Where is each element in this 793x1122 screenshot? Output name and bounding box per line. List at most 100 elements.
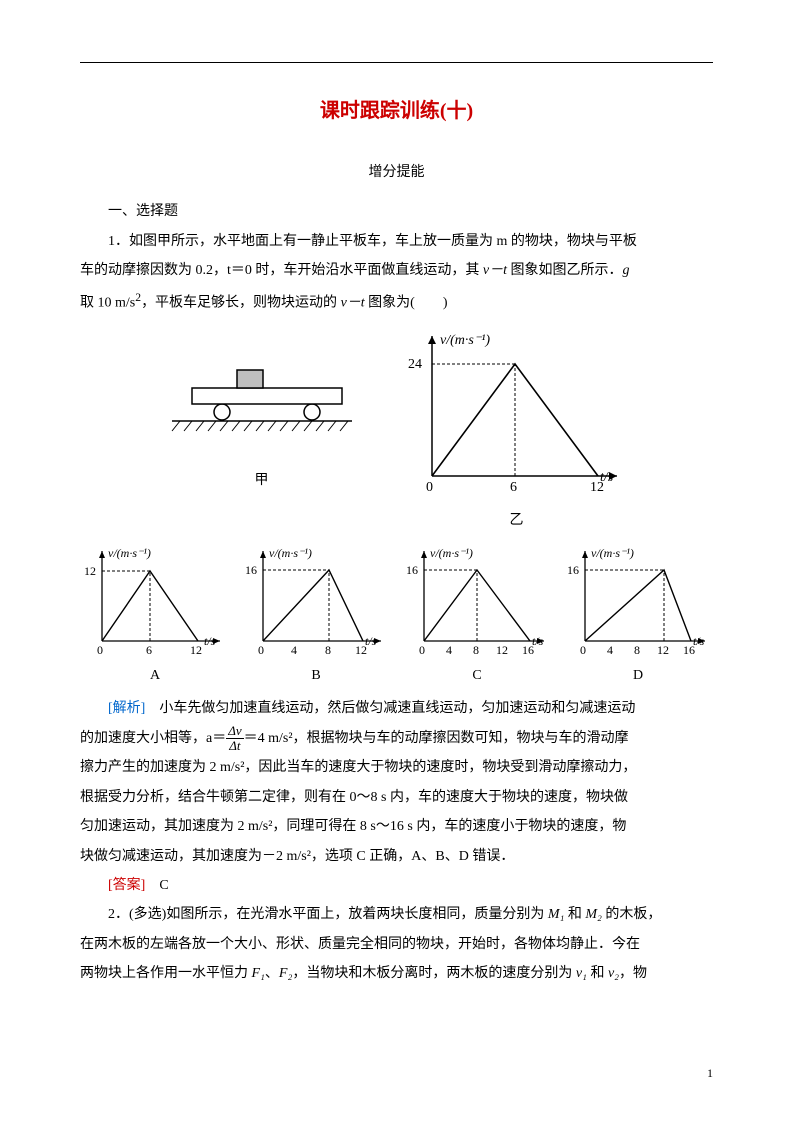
xtick: 6 bbox=[510, 480, 517, 495]
svg-text:v/(m·s⁻¹): v/(m·s⁻¹) bbox=[591, 546, 634, 560]
analysis-line: 匀加速运动，其加速度为 2 m/s²，同理可得在 8 s～16 s 内，车的速度… bbox=[80, 812, 713, 841]
svg-text:4: 4 bbox=[607, 643, 613, 657]
analysis-head: [解析] bbox=[108, 701, 145, 716]
q2-text: ，当物块和木板分离时，两木板的速度分别为 bbox=[292, 966, 576, 981]
fraction: ΔvΔt bbox=[226, 724, 243, 754]
analysis-line: 块做匀减速运动，其加速度为－2 m/s²，选项 C 正确，A、B、D 错误． bbox=[80, 842, 713, 871]
answer-line: [答案] C bbox=[80, 871, 713, 900]
q2-text: 和 bbox=[564, 907, 585, 922]
svg-text:0: 0 bbox=[258, 643, 264, 657]
sym: M₂ bbox=[585, 907, 602, 922]
q1-text: ，平板车足够长，则物块运动的 bbox=[141, 295, 341, 310]
svg-text:4: 4 bbox=[446, 643, 452, 657]
svg-text:12: 12 bbox=[496, 643, 508, 657]
sym: v₁ bbox=[576, 966, 587, 981]
q2-line3: 两物块上各作用一水平恒力 F₁、F₂，当物块和木板分离时，两木板的速度分别为 v… bbox=[80, 959, 713, 988]
svg-text:6: 6 bbox=[146, 643, 152, 657]
svg-text:12: 12 bbox=[657, 643, 669, 657]
sym: v₂ bbox=[608, 966, 619, 981]
ylabel: v/(m·s⁻¹) bbox=[440, 333, 490, 348]
option-label: A bbox=[80, 661, 230, 690]
cart-svg bbox=[162, 326, 362, 466]
q2-line2: 在两木板的左端各放一个大小、形状、质量完全相同的物块，开始时，各物体均静止．今在 bbox=[80, 930, 713, 959]
ytick: 24 bbox=[408, 357, 422, 372]
sym: M₁ bbox=[548, 907, 565, 922]
page-subtitle: 增分提能 bbox=[80, 158, 713, 187]
q1-line3: 取 10 m/s2，平板车足够长，则物块运动的 v－t 图象为( ) bbox=[80, 286, 713, 318]
caption-left: 甲 bbox=[162, 466, 362, 495]
svg-text:8: 8 bbox=[634, 643, 640, 657]
section-heading: 一、选择题 bbox=[80, 197, 713, 226]
option-label: D bbox=[563, 661, 713, 690]
svg-text:8: 8 bbox=[473, 643, 479, 657]
analysis-line: 擦力产生的加速度为 2 m/s²，因此当车的速度大于物块的速度时，物块受到滑动摩… bbox=[80, 753, 713, 782]
xlabel: t/s bbox=[600, 470, 614, 485]
q1-text: 图象如图乙所示． bbox=[507, 263, 623, 278]
optD-svg: 16 0 4 8 12 16 t/s v/(m·s⁻¹) bbox=[563, 541, 713, 661]
svg-text:16: 16 bbox=[567, 563, 579, 577]
q2-text: ，物 bbox=[619, 966, 647, 981]
analysis-line: [解析] 小车先做匀加速直线运动，然后做匀减速直线运动，匀加速运动和匀减速运动 bbox=[80, 694, 713, 723]
q1-text: 取 10 m/s bbox=[80, 295, 135, 310]
svg-text:12: 12 bbox=[190, 643, 202, 657]
option-C: 16 0 4 8 12 16 t/s v/(m·s⁻¹) C bbox=[402, 541, 552, 690]
option-B: 16 0 4 8 12 t/s v/(m·s⁻¹) B bbox=[241, 541, 391, 690]
q1-text: 1．如图甲所示，水平地面上有一静止平板车，车上放一质量为 m 的物块，物块与平板 bbox=[108, 234, 637, 249]
svg-text:v/(m·s⁻¹): v/(m·s⁻¹) bbox=[430, 546, 473, 560]
analysis-line: 的加速度大小相等，a＝ΔvΔt＝4 m/s²，根据物块与车的动摩擦因数可知，物块… bbox=[80, 724, 713, 754]
q1-text: 图象为( ) bbox=[365, 295, 448, 310]
top-rule bbox=[80, 62, 713, 63]
answer-value: C bbox=[145, 878, 168, 893]
svg-text:v/(m·s⁻¹): v/(m·s⁻¹) bbox=[108, 546, 151, 560]
q1-line2: 车的动摩擦因数为 0.2，t＝0 时，车开始沿水平面做直线运动，其 v－t 图象… bbox=[80, 256, 713, 285]
options-row: 12 0 6 12 t/s v/(m·s⁻¹) A 16 0 4 8 12 t/… bbox=[80, 541, 713, 690]
sym: F₂ bbox=[279, 966, 292, 981]
q2-text: 两物块上各作用一水平恒力 bbox=[80, 966, 252, 981]
figure-vt-main: 24 0 6 12 t/s v/(m·s⁻¹) 乙 bbox=[402, 326, 632, 535]
sym: F₁ bbox=[252, 966, 265, 981]
q2-text: 、 bbox=[265, 966, 279, 981]
svg-text:t/s: t/s bbox=[532, 634, 544, 648]
svg-text:t/s: t/s bbox=[693, 634, 705, 648]
vt-symbol: v－t bbox=[341, 295, 365, 310]
page-title: 课时跟踪训练(十) bbox=[80, 90, 713, 132]
analysis-text: 的加速度大小相等，a＝ bbox=[80, 731, 226, 746]
analysis-line: 根据受力分析，结合牛顿第二定律，则有在 0～8 s 内，车的速度大于物块的速度，… bbox=[80, 783, 713, 812]
q2-text: 2．(多选)如图所示，在光滑水平面上，放着两块长度相同，质量分别为 bbox=[108, 907, 548, 922]
vt-symbol: v－t bbox=[483, 263, 507, 278]
optC-svg: 16 0 4 8 12 16 t/s v/(m·s⁻¹) bbox=[402, 541, 552, 661]
figure-row-main: 甲 24 0 6 12 t/s v/(m·s⁻¹) 乙 bbox=[80, 326, 713, 535]
svg-text:16: 16 bbox=[406, 563, 418, 577]
q1-text: 车的动摩擦因数为 0.2，t＝0 时，车开始沿水平面做直线运动，其 bbox=[80, 263, 483, 278]
optA-svg: 12 0 6 12 t/s v/(m·s⁻¹) bbox=[80, 541, 230, 661]
svg-text:t/s: t/s bbox=[365, 634, 377, 648]
analysis-text: 小车先做匀加速直线运动，然后做匀减速直线运动，匀加速运动和匀减速运动 bbox=[145, 701, 635, 716]
option-label: C bbox=[402, 661, 552, 690]
q2-line1: 2．(多选)如图所示，在光滑水平面上，放着两块长度相同，质量分别为 M₁ 和 M… bbox=[80, 900, 713, 929]
svg-text:12: 12 bbox=[84, 564, 96, 578]
svg-text:0: 0 bbox=[97, 643, 103, 657]
optB-svg: 16 0 4 8 12 t/s v/(m·s⁻¹) bbox=[241, 541, 391, 661]
q2-text: 的木板， bbox=[602, 907, 662, 922]
svg-text:v/(m·s⁻¹): v/(m·s⁻¹) bbox=[269, 546, 312, 560]
q1-line1: 1．如图甲所示，水平地面上有一静止平板车，车上放一质量为 m 的物块，物块与平板 bbox=[80, 227, 713, 256]
option-D: 16 0 4 8 12 16 t/s v/(m·s⁻¹) D bbox=[563, 541, 713, 690]
caption-right: 乙 bbox=[402, 506, 632, 535]
svg-text:4: 4 bbox=[291, 643, 297, 657]
vt-main-svg: 24 0 6 12 t/s v/(m·s⁻¹) bbox=[402, 326, 632, 506]
frac-num: Δv bbox=[226, 724, 243, 739]
g-symbol: g bbox=[623, 263, 630, 278]
option-A: 12 0 6 12 t/s v/(m·s⁻¹) A bbox=[80, 541, 230, 690]
q2-text: 和 bbox=[587, 966, 608, 981]
analysis-text: ＝4 m/s²，根据物块与车的动摩擦因数可知，物块与车的滑动摩 bbox=[244, 731, 629, 746]
page-number: 1 bbox=[707, 1061, 713, 1086]
svg-text:8: 8 bbox=[325, 643, 331, 657]
frac-den: Δt bbox=[226, 739, 243, 753]
svg-text:16: 16 bbox=[245, 563, 257, 577]
xtick: 0 bbox=[426, 480, 433, 495]
figure-cart: 甲 bbox=[162, 326, 362, 535]
svg-text:0: 0 bbox=[580, 643, 586, 657]
svg-text:0: 0 bbox=[419, 643, 425, 657]
answer-head: [答案] bbox=[108, 878, 145, 893]
option-label: B bbox=[241, 661, 391, 690]
